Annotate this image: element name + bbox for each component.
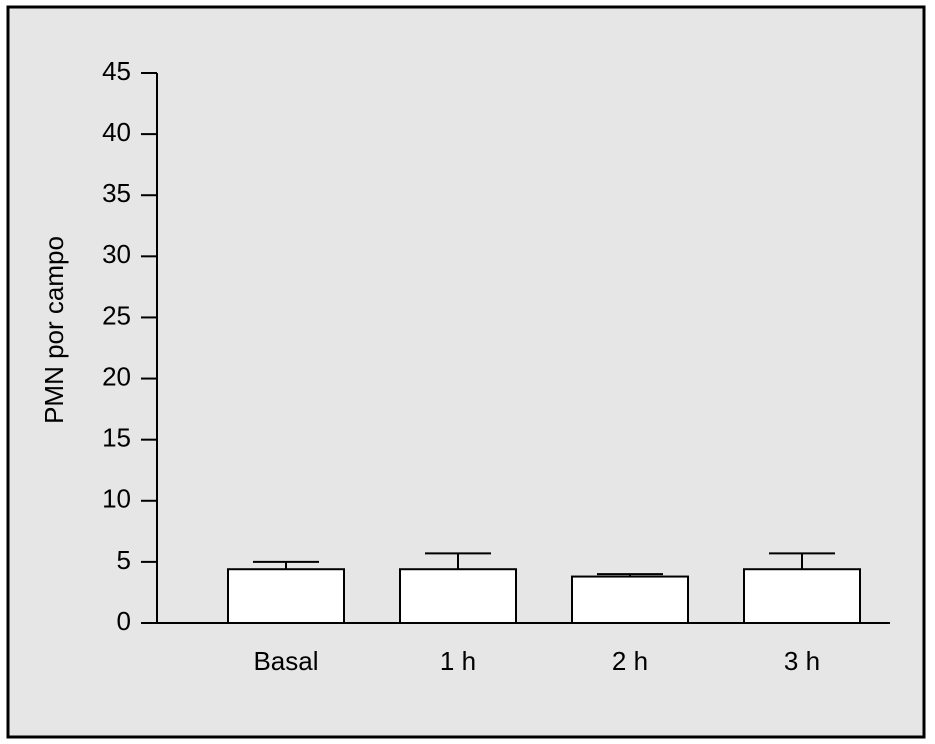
x-tick-label: Basal <box>253 646 318 676</box>
y-tick-label: 30 <box>102 239 131 269</box>
y-tick-label: 15 <box>102 423 131 453</box>
y-tick-label: 40 <box>102 117 131 147</box>
y-tick-label: 10 <box>102 484 131 514</box>
y-tick-label: 35 <box>102 178 131 208</box>
frame <box>6 5 926 739</box>
y-tick-label: 5 <box>117 545 131 575</box>
y-tick-label: 25 <box>102 300 131 330</box>
y-tick-label: 45 <box>102 56 131 86</box>
bar <box>227 568 345 625</box>
bar <box>399 568 517 625</box>
x-tick-label: 3 h <box>784 646 820 676</box>
y-tick-label: 20 <box>102 361 131 391</box>
x-tick-label: 2 h <box>612 646 648 676</box>
x-tick-label: 1 h <box>440 646 476 676</box>
bar <box>743 568 861 625</box>
bar <box>571 575 689 624</box>
y-axis-label: PMN por campo <box>39 236 69 424</box>
y-tick-label: 0 <box>117 606 131 636</box>
